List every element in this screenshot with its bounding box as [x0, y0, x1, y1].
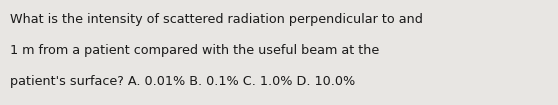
Text: 1 m from a patient compared with the useful beam at the: 1 m from a patient compared with the use… — [10, 44, 379, 57]
Text: What is the intensity of scattered radiation perpendicular to and: What is the intensity of scattered radia… — [10, 13, 423, 26]
Text: patient's surface? A. 0.01% B. 0.1% C. 1.0% D. 10.0%: patient's surface? A. 0.01% B. 0.1% C. 1… — [10, 75, 355, 88]
